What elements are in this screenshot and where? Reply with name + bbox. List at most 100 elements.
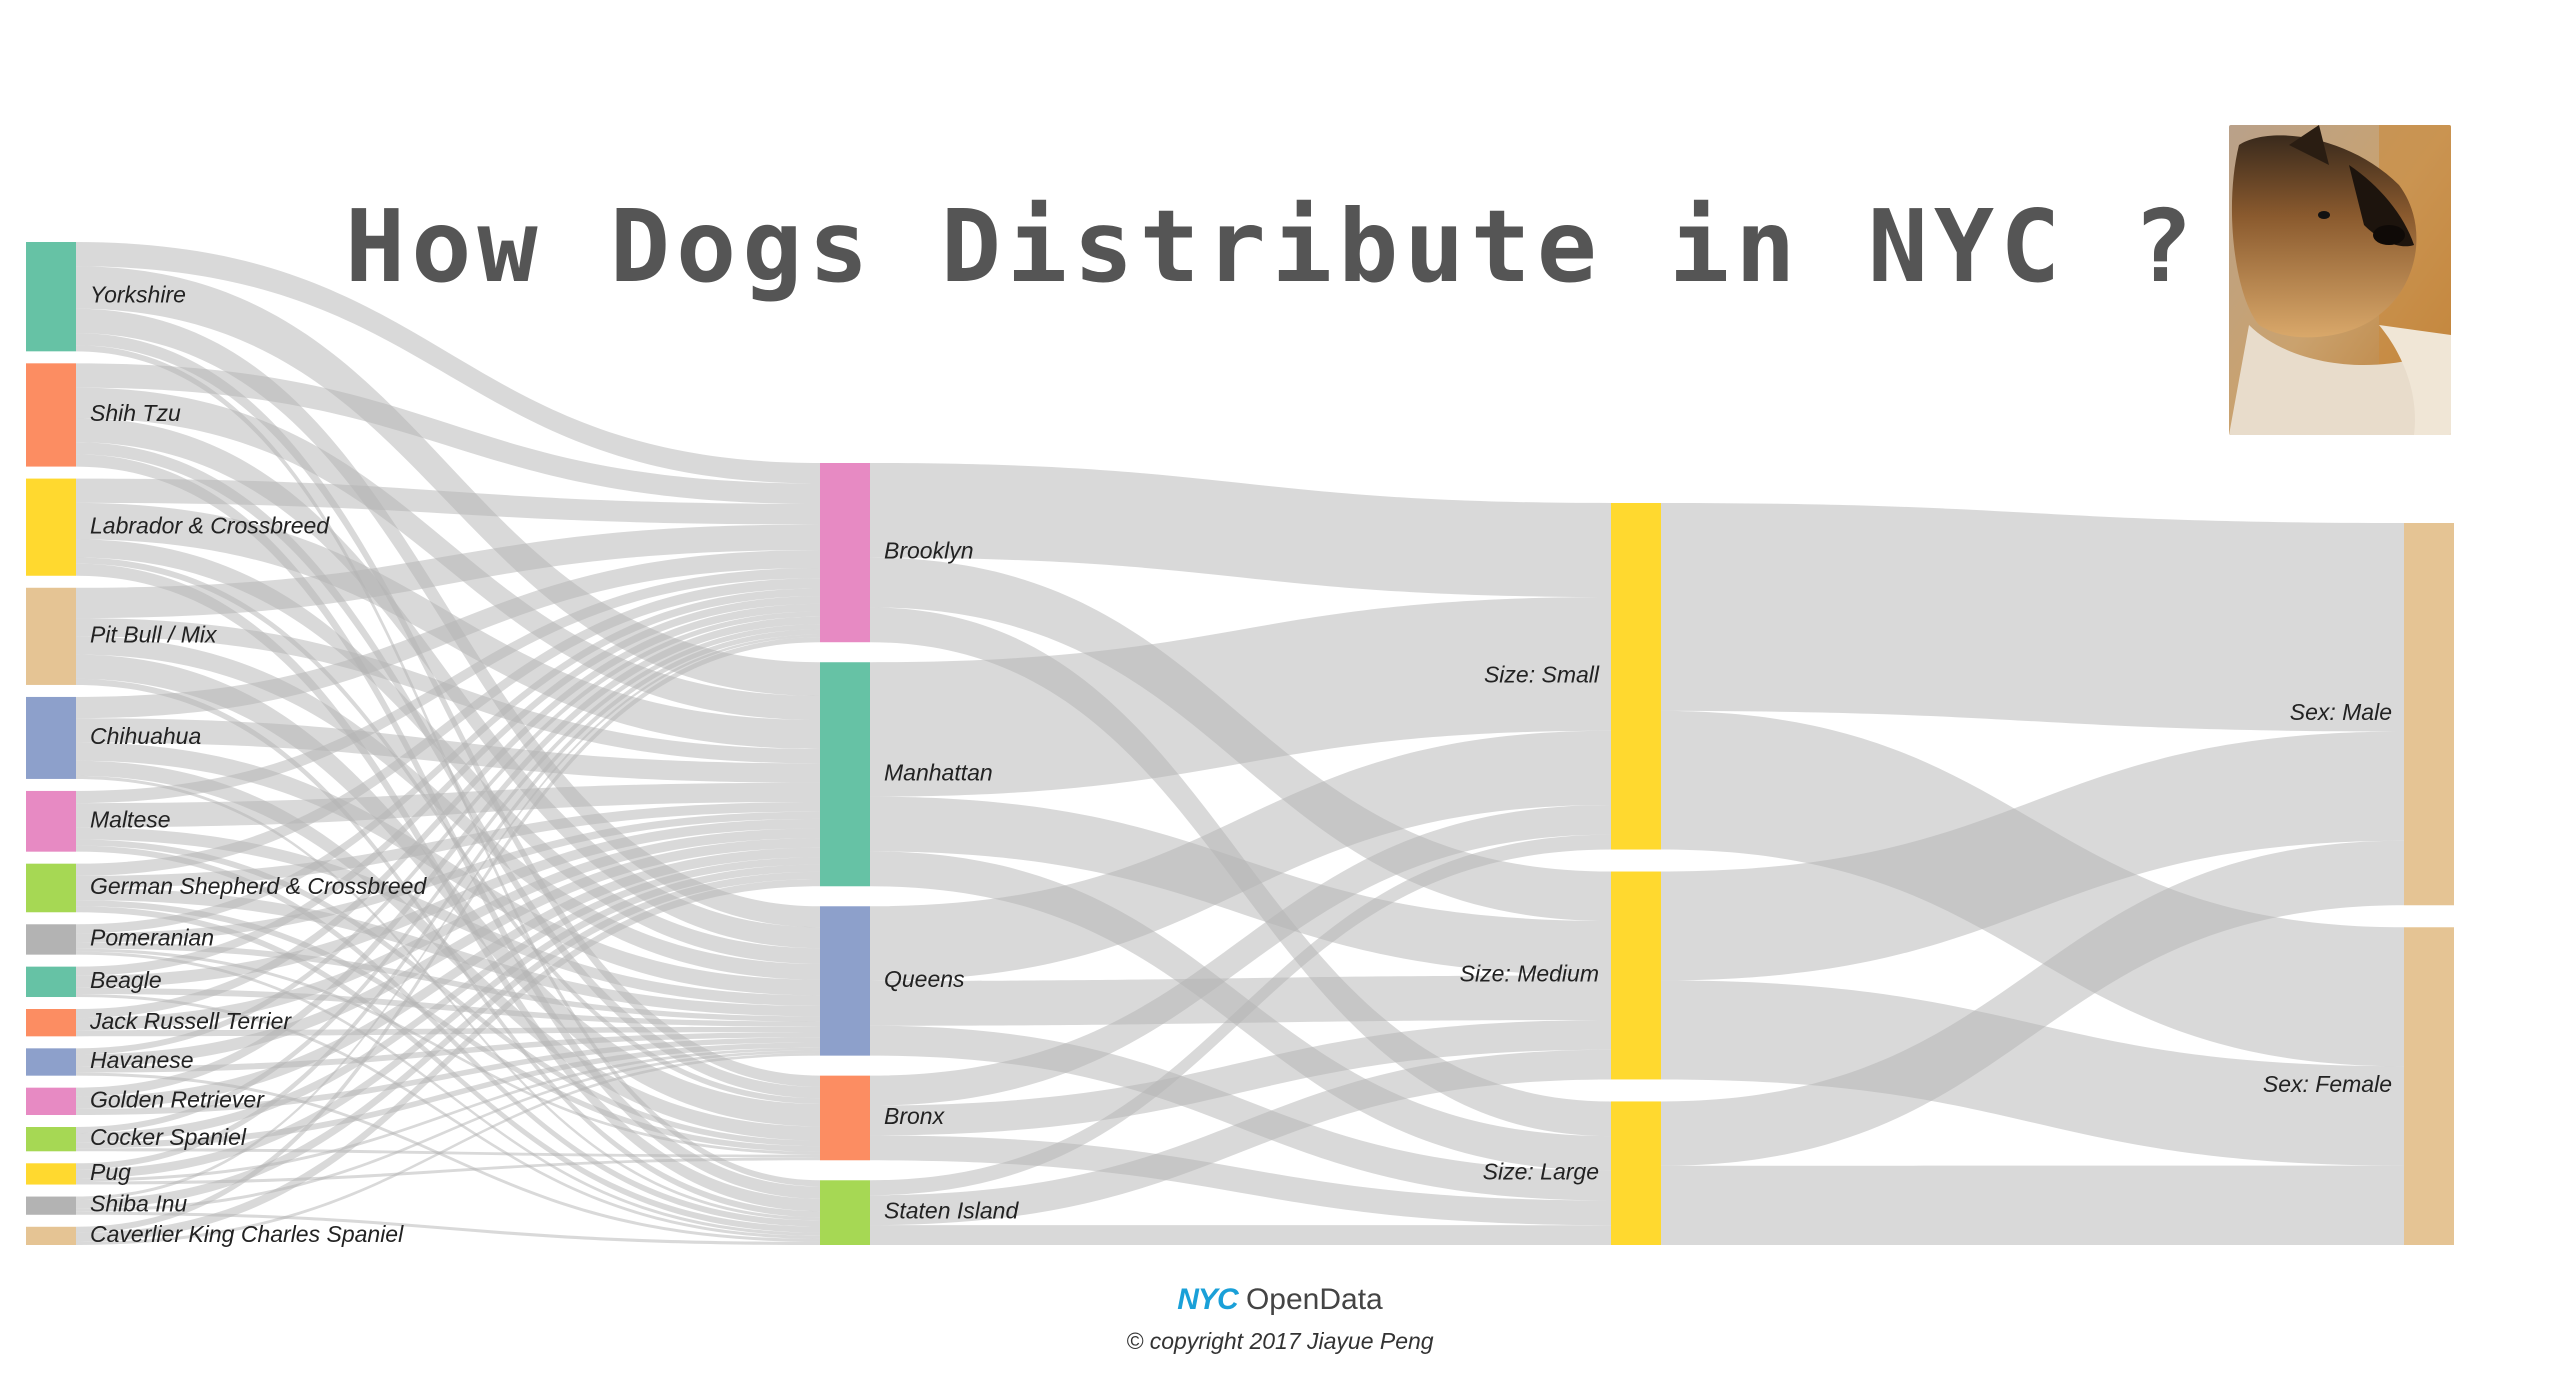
link-maltese-to-bronx[interactable] [76,839,820,1147]
link-size-medium-to-sex-male[interactable] [1661,731,2404,981]
node-chihuahua[interactable] [26,696,76,779]
link-queens-to-size-small[interactable] [870,730,1611,981]
node-staten-island[interactable] [820,1180,870,1245]
link-shiba-inu-to-manhattan[interactable] [76,871,820,1209]
node-pomeranian[interactable] [26,924,76,955]
node-size-medium[interactable] [1611,871,1661,1080]
link-german-shepherd-crossbreed-to-staten-island[interactable] [76,906,820,1233]
link-queens-to-size-medium[interactable] [870,975,1611,1026]
link-german-shepherd-crossbreed-to-brooklyn[interactable] [76,578,820,876]
link-cocker-spaniel-to-queens[interactable] [76,1042,820,1149]
link-pit-bull-mix-to-manhattan[interactable] [76,618,820,764]
node-label-maltese: Maltese [90,806,171,832]
link-manhattan-to-size-small[interactable] [870,597,1611,797]
chart-title: How Dogs Distribute in NYC ? [345,188,2199,305]
link-size-large-to-sex-female[interactable] [1661,1165,2404,1245]
link-pug-to-brooklyn[interactable] [76,629,820,1170]
node-maltese[interactable] [26,790,76,852]
link-shih-tzu-to-staten-island[interactable] [76,454,820,1199]
link-bronx-to-size-small[interactable] [870,804,1611,1106]
node-label-german-shepherd-crossbreed: German Shepherd & Crossbreed [90,873,427,899]
link-maltese-to-brooklyn[interactable] [76,567,820,804]
node-brooklyn[interactable] [820,463,870,643]
link-pit-bull-mix-to-bronx[interactable] [76,654,820,1127]
link-golden-retriever-to-queens[interactable] [76,1037,820,1116]
node-bronx[interactable] [820,1075,870,1161]
link-caverlier-king-charles-spaniel-to-brooklyn[interactable] [76,637,820,1233]
link-size-large-to-sex-male[interactable] [1661,840,2404,1166]
link-cocker-spaniel-to-manhattan[interactable] [76,857,820,1143]
node-queens[interactable] [820,906,870,1056]
node-size-small[interactable] [1611,503,1661,850]
link-havanese-to-staten-island[interactable] [76,1072,820,1242]
node-jack-russell-terrier[interactable] [26,1009,76,1037]
link-shih-tzu-to-manhattan[interactable] [76,387,820,721]
link-golden-retriever-to-brooklyn[interactable] [76,616,820,1097]
node-label-cocker-spaniel: Cocker Spaniel [90,1124,247,1150]
link-pug-to-queens[interactable] [76,1047,820,1182]
link-beagle-to-staten-island[interactable] [76,993,820,1239]
links-layer [76,242,2404,1245]
link-shiba-inu-to-brooklyn[interactable] [76,634,820,1200]
link-pit-bull-mix-to-brooklyn[interactable] [76,524,820,619]
link-bronx-to-size-medium[interactable] [870,1020,1611,1136]
link-havanese-to-queens[interactable] [76,1032,820,1073]
link-yorkshire-to-bronx[interactable] [76,333,820,1087]
node-label-beagle: Beagle [90,967,162,993]
link-yorkshire-to-manhattan[interactable] [76,266,820,696]
link-maltese-to-manhattan[interactable] [76,782,820,828]
link-caverlier-king-charles-spaniel-to-manhattan[interactable] [76,879,820,1242]
node-labrador-crossbreed[interactable] [26,478,76,576]
node-german-shepherd-crossbreed[interactable] [26,863,76,913]
link-pug-to-bronx[interactable] [76,1157,820,1185]
link-yorkshire-to-brooklyn[interactable] [76,242,820,484]
link-chihuahua-to-manhattan[interactable] [76,718,820,783]
node-sex-male[interactable] [2404,523,2454,906]
link-shiba-inu-to-staten-island[interactable] [76,1211,820,1245]
node-pug[interactable] [26,1163,76,1185]
link-staten-island-to-size-medium[interactable] [870,1049,1611,1226]
node-label-pug: Pug [90,1159,131,1185]
link-brooklyn-to-size-small[interactable] [870,463,1611,598]
link-beagle-to-brooklyn[interactable] [76,596,820,976]
node-label-size-medium: Size: Medium [1460,961,1599,987]
link-jack-russell-terrier-to-brooklyn[interactable] [76,603,820,1019]
link-golden-retriever-to-manhattan[interactable] [76,847,820,1109]
link-pug-to-manhattan[interactable] [76,864,820,1179]
link-shih-tzu-to-brooklyn[interactable] [76,363,820,504]
link-german-shepherd-crossbreed-to-manhattan[interactable] [76,801,820,888]
node-label-sex-male: Sex: Male [2290,699,2392,725]
link-caverlier-king-charles-spaniel-to-queens[interactable] [76,1053,820,1245]
node-manhattan[interactable] [820,662,870,887]
link-german-shepherd-crossbreed-to-bronx[interactable] [76,900,820,1152]
node-havanese[interactable] [26,1048,76,1076]
node-beagle[interactable] [26,966,76,998]
link-cocker-spaniel-to-bronx[interactable] [76,1148,820,1158]
link-chihuahua-to-queens[interactable] [76,742,820,996]
node-size-large[interactable] [1611,1101,1661,1245]
node-shiba-inu[interactable] [26,1196,76,1215]
link-beagle-to-manhattan[interactable] [76,818,820,988]
link-shiba-inu-to-queens[interactable] [76,1050,820,1212]
link-shih-tzu-to-bronx[interactable] [76,442,820,1099]
link-labrador-crossbreed-to-brooklyn[interactable] [76,478,820,525]
node-label-manhattan: Manhattan [884,759,993,785]
node-shih-tzu[interactable] [26,363,76,467]
link-cocker-spaniel-to-brooklyn[interactable] [76,624,820,1134]
link-havanese-to-manhattan[interactable] [76,838,820,1067]
link-staten-island-to-size-small[interactable] [870,834,1611,1196]
node-yorkshire[interactable] [26,242,76,352]
link-jack-russell-terrier-to-manhattan[interactable] [76,828,820,1031]
link-size-medium-to-sex-female[interactable] [1661,980,2404,1166]
node-sex-female[interactable] [2404,927,2454,1245]
node-pit-bull-mix[interactable] [26,587,76,685]
link-chihuahua-to-brooklyn[interactable] [76,550,820,719]
node-caverlier-king-charles-spaniel[interactable] [26,1226,76,1245]
link-staten-island-to-size-large[interactable] [870,1225,1611,1245]
link-size-small-to-sex-male[interactable] [1661,503,2404,732]
node-golden-retriever[interactable] [26,1087,76,1116]
link-havanese-to-brooklyn[interactable] [76,611,820,1055]
link-pomeranian-to-brooklyn[interactable] [76,588,820,934]
link-beagle-to-queens[interactable] [76,987,820,1027]
node-cocker-spaniel[interactable] [26,1127,76,1152]
